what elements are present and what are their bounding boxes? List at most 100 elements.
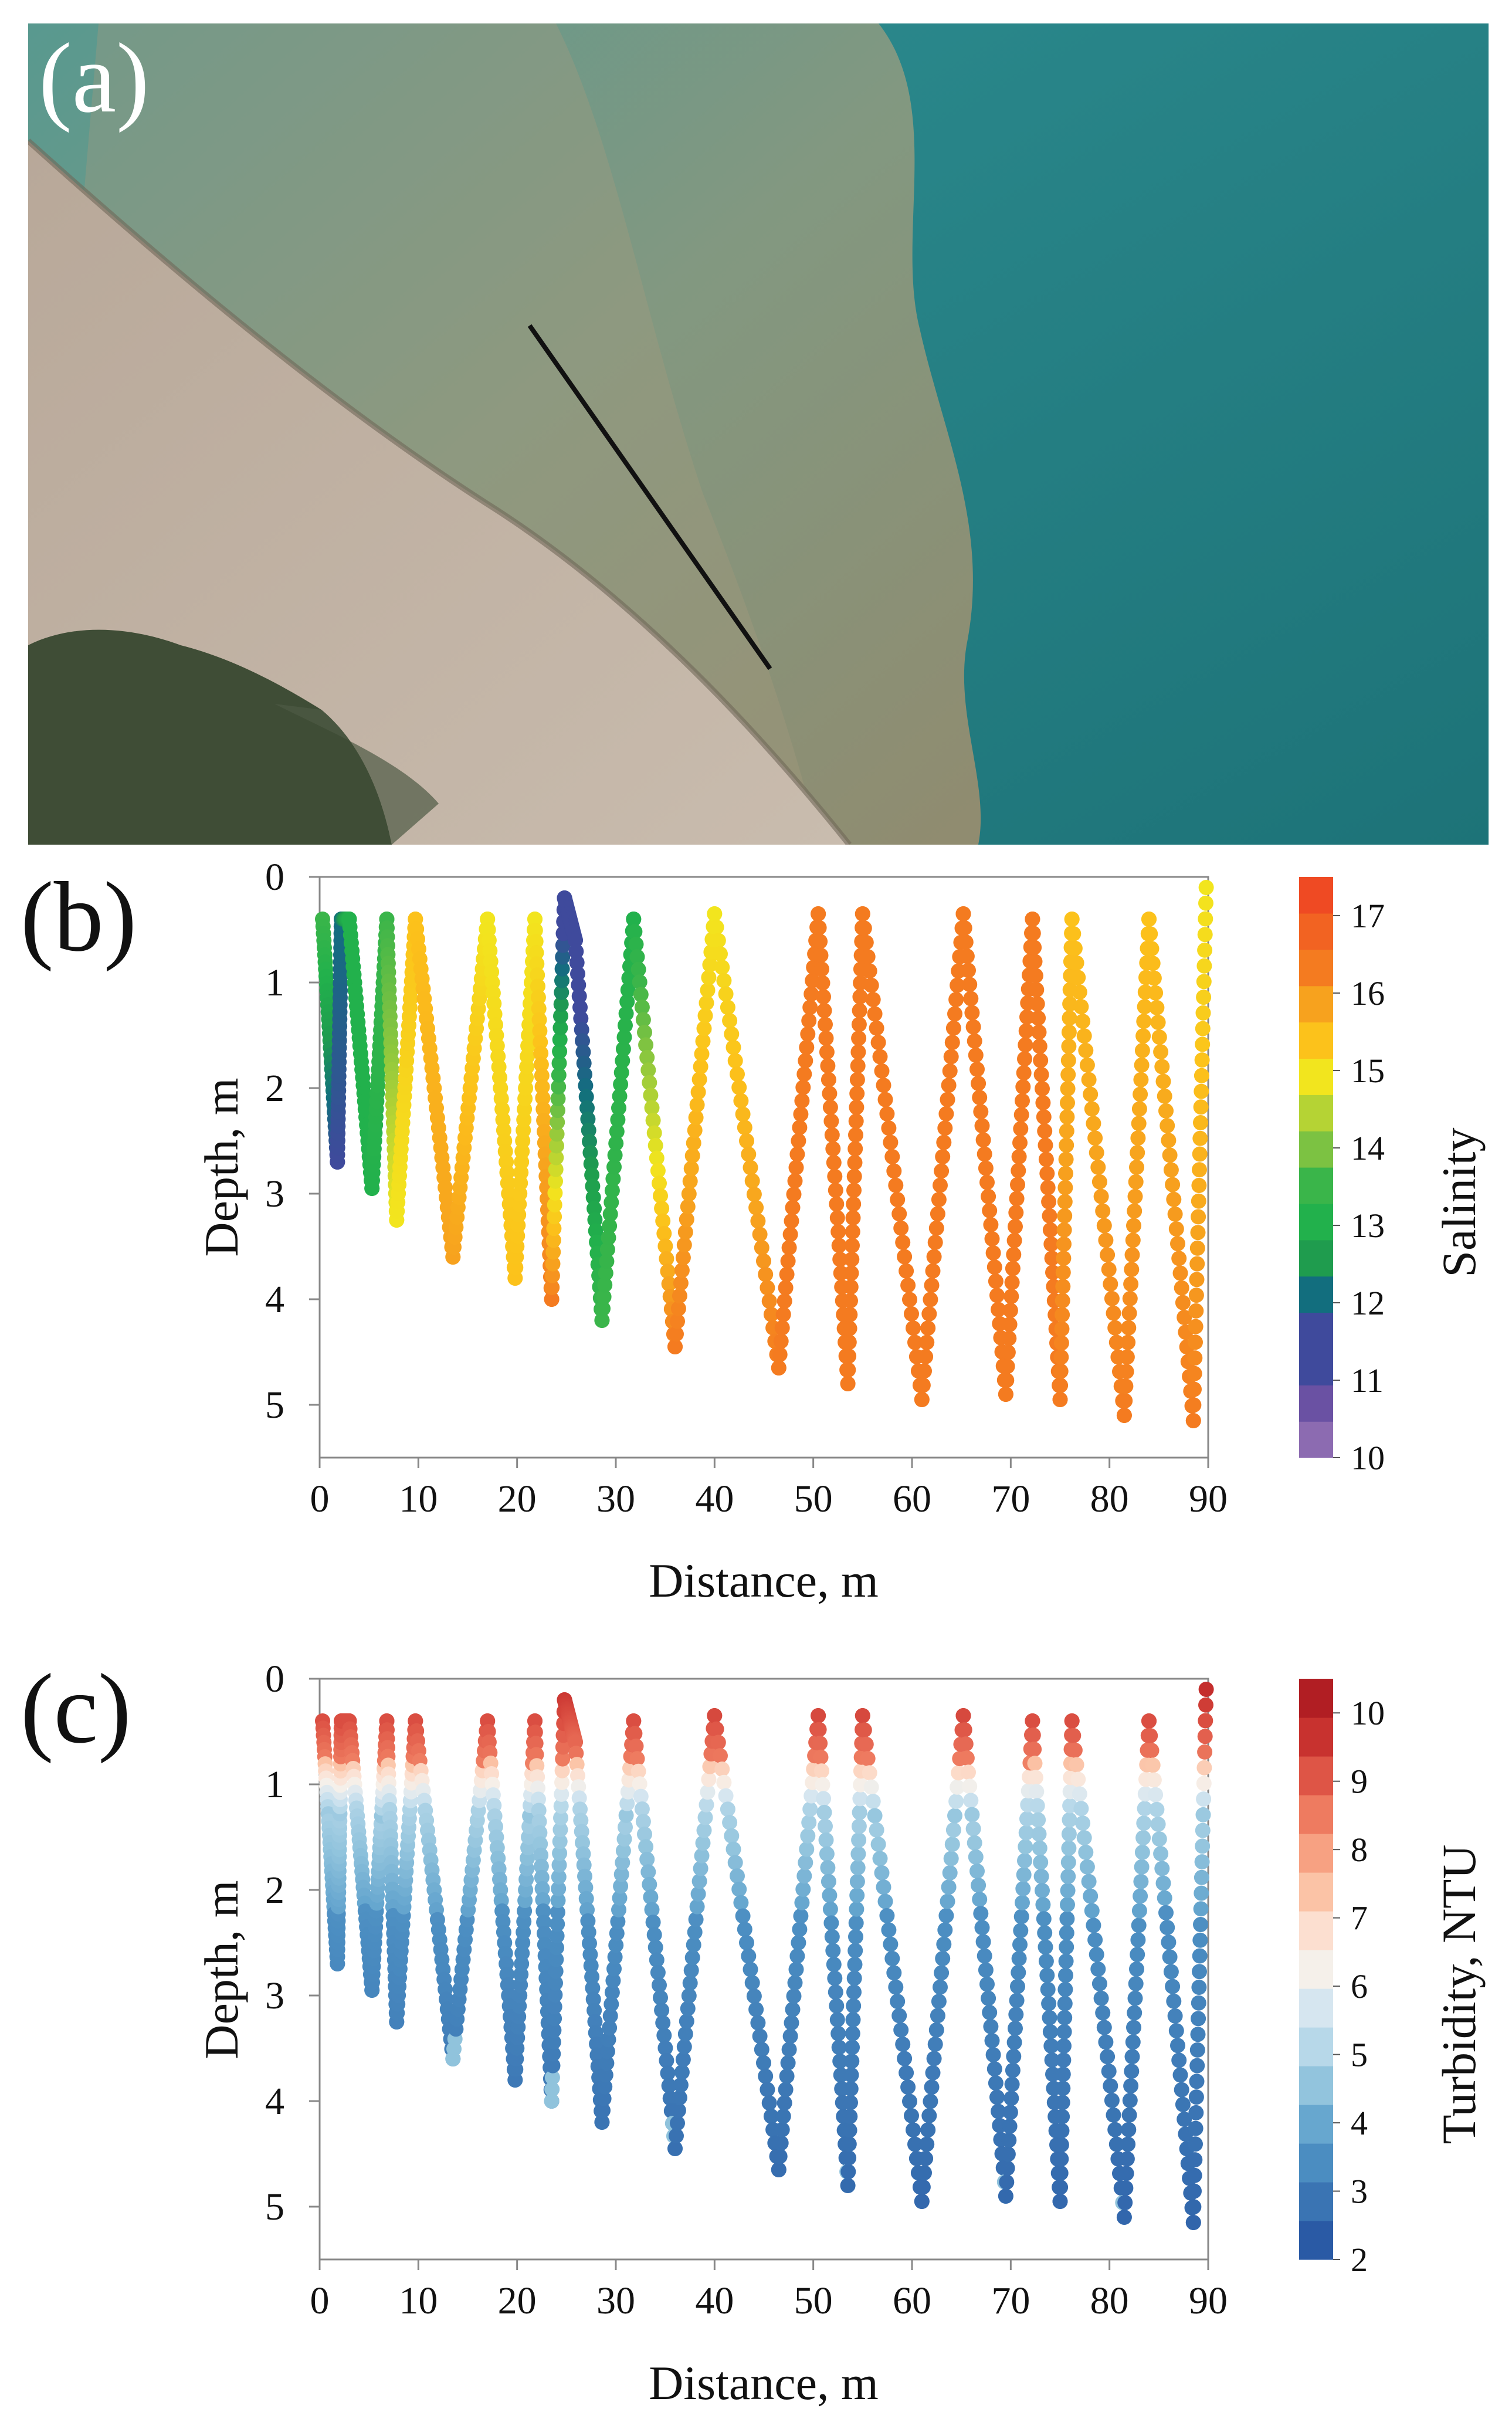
data-point	[984, 1231, 1000, 1246]
data-point	[891, 1206, 907, 1222]
data-point	[1032, 1840, 1047, 1856]
data-point	[750, 1213, 766, 1229]
data-point	[743, 1160, 758, 1175]
data-point	[584, 1969, 600, 1985]
data-point	[547, 1987, 563, 2003]
data-point	[884, 1149, 900, 1164]
data-point	[1042, 1222, 1058, 1238]
data-point	[684, 1148, 700, 1164]
panel-label-b: (b)	[21, 862, 137, 972]
data-point	[818, 1818, 833, 1834]
data-point	[608, 1136, 624, 1151]
data-point	[679, 2013, 694, 2029]
data-point	[1039, 1166, 1055, 1181]
data-point	[554, 1774, 569, 1790]
data-point	[1134, 1859, 1150, 1875]
data-point	[652, 1977, 667, 1993]
data-point	[843, 2095, 858, 2110]
data-point	[1192, 1964, 1207, 1980]
data-point	[904, 1306, 919, 1322]
data-point	[918, 1349, 934, 1364]
data-point	[694, 1046, 710, 1062]
data-point	[1060, 1869, 1076, 1884]
data-point	[1162, 1949, 1178, 1965]
data-point	[774, 2122, 790, 2137]
data-point	[746, 1187, 762, 1202]
data-point	[1186, 1366, 1202, 1381]
data-point	[943, 1049, 959, 1065]
data-point	[981, 1990, 996, 2006]
data-point	[618, 1005, 634, 1021]
data-point	[627, 924, 643, 940]
data-point	[1058, 1151, 1074, 1167]
data-point	[1076, 1830, 1092, 1846]
data-point	[1104, 1290, 1120, 1306]
data-point	[681, 1186, 697, 1202]
data-point	[669, 2128, 684, 2144]
data-point	[1131, 1101, 1147, 1117]
data-point	[842, 2122, 857, 2138]
data-point	[1058, 1166, 1073, 1181]
data-point	[924, 1278, 940, 1293]
data-point	[963, 1793, 979, 1808]
data-point	[1079, 1859, 1095, 1875]
data-point	[999, 2174, 1015, 2190]
data-point	[948, 992, 964, 1008]
data-point	[551, 1055, 567, 1071]
data-marks	[315, 1682, 1214, 2230]
data-point	[616, 1029, 632, 1045]
y-axis-label: Depth, m	[195, 1078, 248, 1256]
data-point	[748, 1200, 764, 1215]
data-point	[921, 1306, 937, 1322]
data-point	[1168, 2023, 1184, 2039]
data-point	[1185, 2215, 1201, 2230]
data-point	[549, 1126, 565, 1142]
data-point	[545, 2034, 561, 2050]
data-point	[895, 1235, 911, 1251]
data-point	[786, 1988, 802, 2004]
data-point	[981, 1188, 996, 1204]
colorbar-band	[1299, 949, 1333, 987]
data-point	[824, 1929, 840, 1944]
data-point	[822, 1086, 838, 1102]
data-point	[1018, 1037, 1033, 1053]
colorbar-band	[1299, 1795, 1333, 1834]
data-point	[708, 1721, 724, 1737]
data-point	[573, 1011, 589, 1026]
data-point	[536, 1113, 552, 1129]
colorbar-tick-label: 5	[1351, 2036, 1368, 2074]
data-point	[784, 1213, 799, 1229]
data-point	[1002, 2118, 1018, 2134]
colorbar-tick-label: 13	[1351, 1207, 1385, 1245]
colorbar-band	[1299, 1276, 1333, 1313]
y-tick-label: 3	[265, 1974, 284, 2017]
vegetation	[28, 629, 392, 845]
data-point	[609, 1926, 625, 1942]
data-point	[544, 1279, 560, 1295]
colorbar-band	[1299, 2182, 1333, 2221]
data-point	[914, 1392, 930, 1407]
data-point	[1054, 1321, 1070, 1337]
data-point	[1032, 1038, 1047, 1054]
data-point	[1056, 2024, 1072, 2039]
data-point	[1194, 1869, 1209, 1885]
data-point	[1006, 2034, 1022, 2050]
y-tick-label: 3	[265, 1173, 284, 1215]
data-point	[1038, 1939, 1053, 1955]
data-point	[613, 1866, 629, 1882]
data-point	[848, 1127, 863, 1143]
data-point	[785, 2001, 801, 2017]
data-point	[552, 1822, 568, 1838]
data-point	[1095, 2005, 1111, 2021]
data-point	[964, 1807, 980, 1822]
y-axis: 0 1 2 3 4 5	[265, 1658, 320, 2228]
data-point	[544, 1292, 560, 1307]
data-point	[937, 1120, 953, 1136]
data-point	[599, 1242, 615, 1258]
data-point	[597, 2079, 613, 2095]
data-point	[547, 1185, 563, 1201]
data-point	[775, 2108, 791, 2124]
data-point	[961, 963, 976, 978]
data-point	[800, 1026, 816, 1042]
data-point	[789, 1948, 805, 1964]
